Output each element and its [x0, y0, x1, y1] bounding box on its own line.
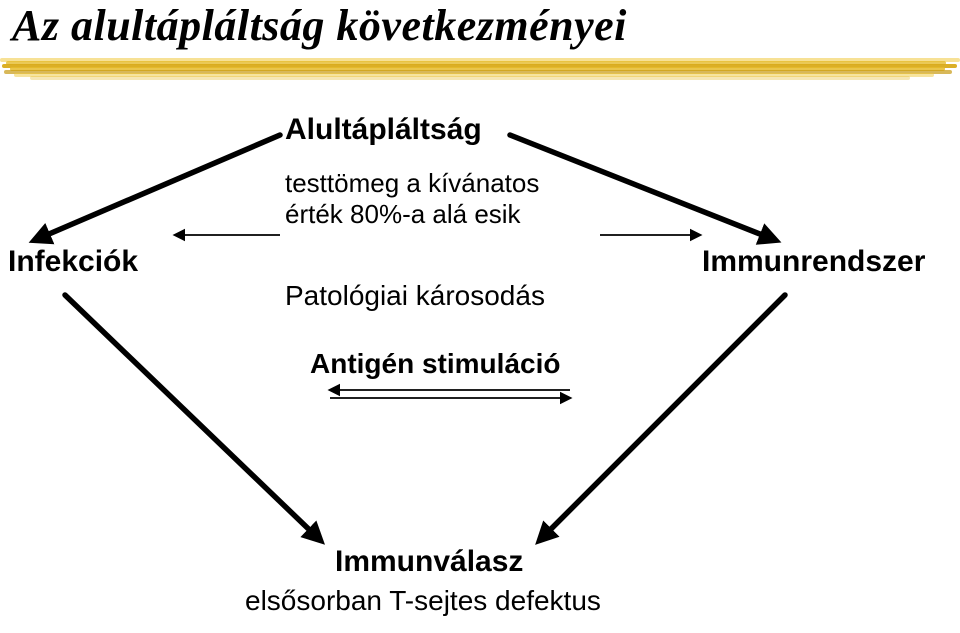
- page-title: Az alultápláltság következményei: [12, 0, 627, 51]
- node-testtomeg: testtömeg a kívánatos érték 80%-a alá es…: [285, 168, 539, 229]
- testtomeg-line1: testtömeg a kívánatos: [285, 168, 539, 198]
- thick-arrow: [65, 295, 320, 540]
- brush-underline: [0, 58, 960, 82]
- node-alultaplaltsag: Alultápláltság: [285, 113, 482, 147]
- arrows-layer: [0, 0, 960, 633]
- testtomeg-line2: érték 80%-a alá esik: [285, 199, 521, 229]
- node-antigen: Antigén stimuláció: [310, 348, 560, 380]
- thick-arrow: [510, 135, 775, 240]
- node-elsosorban: elsősorban T-sejtes defektus: [245, 585, 601, 617]
- thick-arrow: [540, 295, 785, 540]
- thick-arrow: [35, 135, 280, 240]
- node-immunrendszer: Immunrendszer: [702, 245, 925, 279]
- slide: { "title": "Az alultápláltság következmé…: [0, 0, 960, 633]
- node-immunvalasz: Immunválasz: [335, 545, 523, 579]
- node-patologiai: Patológiai károsodás: [285, 280, 545, 312]
- node-infekciok: Infekciók: [8, 245, 138, 279]
